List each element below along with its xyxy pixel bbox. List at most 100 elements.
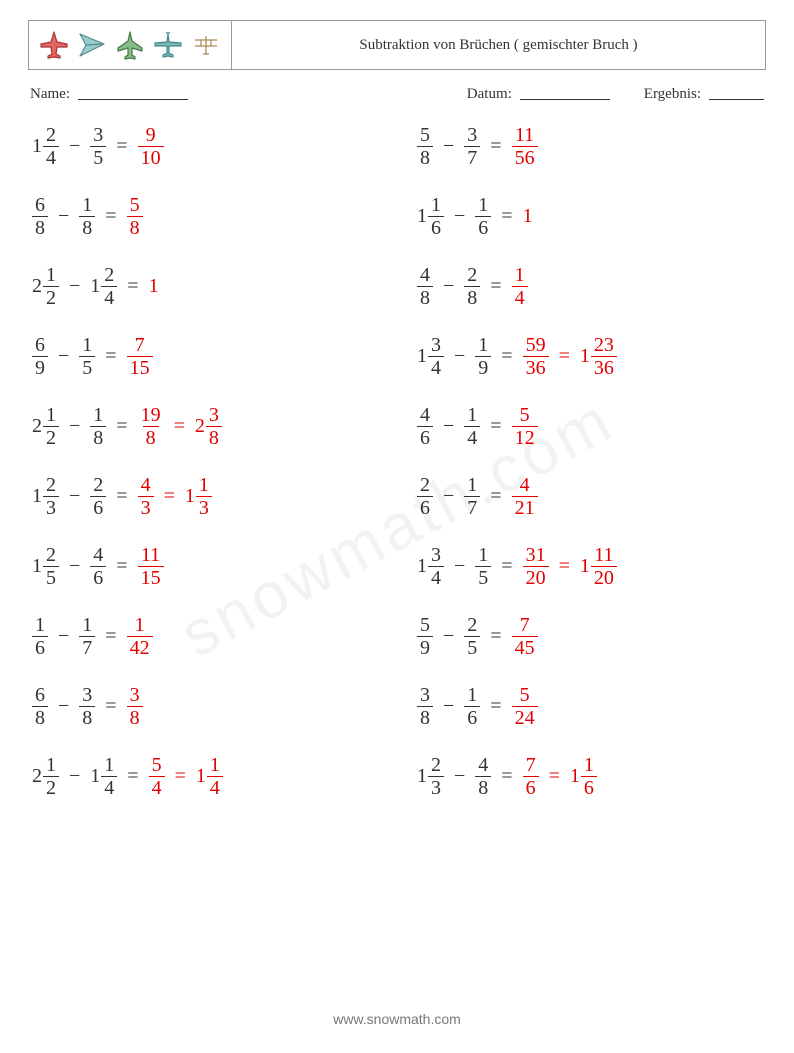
operator: =	[486, 625, 505, 648]
problem-term: 123	[417, 755, 444, 798]
answer-term: 715	[127, 335, 153, 378]
problem-term: 16	[32, 615, 48, 658]
answer-term: 76	[523, 755, 539, 798]
operator: =	[171, 765, 190, 788]
answer-term: 1156	[512, 125, 538, 168]
operator: −	[54, 345, 73, 368]
problem-row: 212−18=198=238	[32, 405, 377, 448]
problem-term: 116	[417, 195, 444, 238]
problem-term: 68	[32, 195, 48, 238]
problem-row: 124−35=910	[32, 125, 377, 168]
result-label: Ergebnis:	[644, 86, 701, 103]
answer-term: 58	[127, 195, 143, 238]
problem-row: 212−124=1	[32, 265, 377, 308]
problem-term: 48	[475, 755, 491, 798]
operator: −	[439, 135, 458, 158]
problem-row: 26−17=421	[417, 475, 762, 518]
problem-row: 46−14=512	[417, 405, 762, 448]
operator: −	[450, 555, 469, 578]
date-blank[interactable]	[520, 86, 610, 100]
operator: −	[439, 695, 458, 718]
operator: −	[439, 275, 458, 298]
operator: =	[160, 485, 179, 508]
name-blank[interactable]	[78, 86, 188, 100]
problems-column-right: 58−37=1156116−16=148−28=14134−19=5936=12…	[417, 125, 762, 798]
answer-term: 1	[523, 205, 533, 228]
header-bar: Subtraktion von Brüchen ( gemischter Bru…	[28, 20, 766, 70]
answer-term: 5936	[523, 335, 549, 378]
operator: =	[101, 205, 120, 228]
answer-term: 238	[195, 405, 222, 448]
problem-term: 124	[32, 125, 59, 168]
problem-term: 16	[464, 685, 480, 728]
problem-row: 68−18=58	[32, 195, 377, 238]
operator: =	[545, 765, 564, 788]
operator: =	[486, 485, 505, 508]
problem-term: 16	[475, 195, 491, 238]
problem-term: 28	[464, 265, 480, 308]
operator: =	[170, 415, 189, 438]
problem-term: 15	[475, 545, 491, 588]
problem-term: 125	[32, 545, 59, 588]
answer-term: 910	[138, 125, 164, 168]
operator: =	[497, 765, 516, 788]
problem-term: 68	[32, 685, 48, 728]
problem-term: 17	[79, 615, 95, 658]
operator: −	[65, 485, 84, 508]
operator: −	[54, 695, 73, 718]
operator: =	[112, 485, 131, 508]
problem-row: 116−16=1	[417, 195, 762, 238]
operator: −	[65, 275, 84, 298]
problem-row: 48−28=14	[417, 265, 762, 308]
answer-term: 524	[512, 685, 538, 728]
operator: =	[112, 415, 131, 438]
problem-term: 114	[90, 755, 117, 798]
answer-term: 11120	[580, 545, 617, 588]
name-label: Name:	[30, 86, 70, 103]
prop-plane-icon	[153, 30, 183, 60]
answer-term: 745	[512, 615, 538, 658]
operator: =	[101, 625, 120, 648]
result-blank[interactable]	[709, 86, 764, 100]
operator: −	[54, 205, 73, 228]
problem-term: 38	[417, 685, 433, 728]
operator: −	[439, 485, 458, 508]
answer-term: 114	[196, 755, 223, 798]
answer-term: 198	[138, 405, 164, 448]
problem-term: 37	[464, 125, 480, 168]
operator: =	[497, 205, 516, 228]
problem-term: 124	[90, 265, 117, 308]
problem-row: 212−114=54=114	[32, 755, 377, 798]
problem-row: 16−17=142	[32, 615, 377, 658]
operator: =	[486, 695, 505, 718]
problem-term: 35	[90, 125, 106, 168]
problem-term: 69	[32, 335, 48, 378]
problems-grid: 124−35=91068−18=58212−124=169−15=715212−…	[28, 125, 766, 798]
answer-term: 1115	[138, 545, 164, 588]
operator: =	[486, 415, 505, 438]
operator: =	[112, 555, 131, 578]
operator: −	[439, 415, 458, 438]
worksheet-title: Subtraktion von Brüchen ( gemischter Bru…	[232, 21, 765, 69]
operator: −	[65, 135, 84, 158]
problem-term: 212	[32, 755, 59, 798]
problem-term: 212	[32, 405, 59, 448]
problem-row: 59−25=745	[417, 615, 762, 658]
problem-term: 134	[417, 545, 444, 588]
operator: −	[450, 345, 469, 368]
problem-term: 46	[417, 405, 433, 448]
problem-row: 38−16 = 524	[417, 685, 762, 728]
problem-row: 134−19=5936=12336	[417, 335, 762, 378]
problem-row: 68−38=38	[32, 685, 377, 728]
problems-column-left: 124−35=91068−18=58212−124=169−15=715212−…	[32, 125, 377, 798]
operator: =	[486, 135, 505, 158]
answer-term: 14	[512, 265, 528, 308]
problem-term: 59	[417, 615, 433, 658]
problem-term: 26	[417, 475, 433, 518]
answer-term: 116	[570, 755, 597, 798]
operator: =	[101, 695, 120, 718]
plane-red-icon	[39, 30, 69, 60]
answer-term: 54	[149, 755, 165, 798]
answer-term: 512	[512, 405, 538, 448]
operator: −	[439, 625, 458, 648]
